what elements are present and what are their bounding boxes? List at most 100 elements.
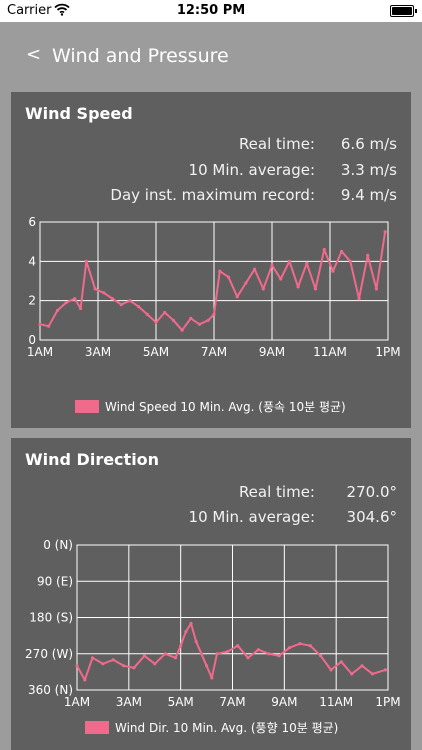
avg-label: 10 Min. average:: [188, 161, 315, 179]
data-point: [64, 301, 68, 305]
back-button[interactable]: <: [26, 44, 42, 65]
x-tick-label: 7AM: [201, 345, 227, 359]
data-point: [366, 253, 370, 257]
legend-label: Wind Speed 10 Min. Avg. (풍속 10분 평균): [105, 400, 346, 414]
data-point: [199, 652, 203, 656]
data-point: [287, 646, 292, 650]
data-point: [374, 287, 378, 291]
x-tick-label: 9AM: [271, 695, 297, 709]
data-point: [189, 621, 193, 626]
data-point: [246, 656, 250, 660]
battery-icon: [390, 5, 417, 17]
data-point: [102, 291, 106, 295]
y-tick-label: 180 (S): [29, 611, 73, 625]
y-tick-label: 360 (N): [28, 683, 73, 697]
x-tick-label: 1AM: [64, 695, 90, 709]
navigation-bar: < Wind and Pressure: [0, 22, 422, 90]
data-point: [73, 297, 77, 301]
y-tick-label: 0 (N): [43, 538, 73, 552]
max-label: Day inst. maximum record:: [110, 186, 315, 204]
clock: 12:50 PM: [176, 3, 246, 18]
legend-swatch: [85, 721, 109, 734]
data-point: [218, 269, 222, 273]
data-point: [119, 303, 123, 307]
data-point: [244, 281, 248, 285]
data-point: [75, 664, 79, 668]
data-point: [79, 306, 83, 311]
data-point: [340, 249, 344, 254]
data-point: [90, 656, 95, 660]
x-tick-label: 1PM: [375, 345, 400, 359]
data-point: [215, 652, 219, 656]
data-point: [350, 672, 354, 676]
data-point: [212, 312, 216, 316]
data-point: [93, 287, 97, 291]
y-tick-label: 270 (W): [25, 647, 73, 661]
data-point: [38, 322, 42, 326]
data-point: [319, 654, 323, 658]
data-point: [163, 652, 167, 656]
data-point: [197, 322, 202, 326]
data-point: [305, 261, 309, 265]
y-tick-label: 90 (E): [37, 574, 73, 588]
data-point: [270, 263, 274, 267]
wind-direction-legend: Wind Dir. 10 Min. Avg. (풍향 10분 평균): [85, 719, 338, 736]
legend-label: Wind Dir. 10 Min. Avg. (풍향 10분 평균): [115, 721, 339, 735]
y-tick-label: 2: [28, 294, 36, 308]
data-point: [277, 654, 281, 658]
wind-speed-card: Wind Speed Real time: 6.6 m/s 10 Min. av…: [11, 92, 411, 428]
dir-realtime-value: 270.0°: [346, 483, 397, 501]
data-point: [153, 662, 157, 666]
data-point: [132, 666, 136, 670]
data-point: [331, 269, 335, 273]
y-tick-label: 0: [28, 333, 36, 347]
data-point: [308, 644, 312, 648]
wifi-icon: [54, 3, 70, 20]
data-point: [189, 316, 193, 320]
data-point: [357, 297, 361, 301]
dir-avg-value: 304.6°: [346, 508, 397, 526]
x-tick-label: 1PM: [375, 695, 400, 709]
data-point: [296, 285, 300, 289]
data-point: [111, 658, 115, 662]
data-point: [122, 664, 126, 668]
data-point: [322, 247, 326, 252]
data-point: [205, 664, 209, 668]
y-tick-label: 6: [28, 215, 36, 229]
x-tick-label: 11AM: [313, 345, 347, 359]
data-point: [236, 644, 240, 648]
data-point: [142, 654, 146, 658]
status-bar: Carrier 12:50 PM: [0, 0, 422, 22]
data-point: [173, 656, 178, 660]
data-point: [145, 312, 149, 316]
x-tick-label: 1AM: [27, 345, 53, 359]
x-tick-label: 7AM: [219, 695, 245, 709]
data-point: [329, 668, 333, 672]
data-point: [171, 318, 175, 322]
x-tick-label: 9AM: [259, 345, 285, 359]
series-line: [39, 231, 387, 332]
wind-speed-legend: Wind Speed 10 Min. Avg. (풍속 10분 평균): [75, 398, 346, 415]
data-point: [360, 664, 364, 668]
data-point: [267, 652, 271, 656]
carrier-name: Carrier: [7, 3, 52, 18]
data-point: [339, 660, 343, 664]
legend-swatch: [75, 400, 99, 413]
data-point: [179, 644, 183, 648]
data-point: [154, 320, 158, 324]
x-tick-label: 3AM: [85, 345, 111, 359]
data-point: [287, 259, 291, 263]
data-point: [47, 324, 51, 328]
max-value: 9.4 m/s: [340, 186, 397, 204]
wind-direction-title: Wind Direction: [25, 450, 160, 469]
data-point: [279, 277, 283, 281]
data-point: [163, 310, 167, 315]
wind-speed-chart: 1AM 3AM 5AM 7AM 9AM 11AM 1PM 0 2 4 6: [27, 215, 401, 359]
avg-value: 3.3 m/s: [340, 161, 397, 179]
x-tick-label: 5AM: [143, 345, 169, 359]
page-title: Wind and Pressure: [52, 45, 229, 67]
realtime-label: Real time:: [238, 135, 315, 153]
data-point: [55, 308, 60, 313]
data-point: [383, 668, 387, 672]
dir-realtime-label: Real time:: [238, 483, 315, 501]
